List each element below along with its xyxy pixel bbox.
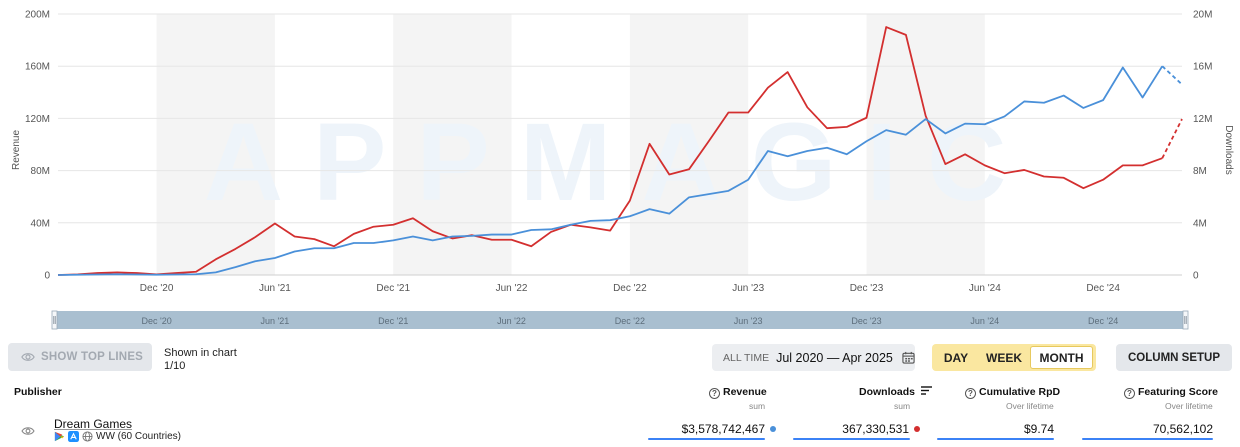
y-right-axis-title: Downloads: [1223, 125, 1234, 174]
downloads-forecast-line: [1161, 65, 1183, 86]
all-time-label[interactable]: ALL TIME: [723, 351, 770, 364]
featuring-score-bar: [1082, 438, 1213, 440]
scrollbar-tick-label: Dec '21: [378, 316, 408, 326]
granularity-day-button[interactable]: DAY: [943, 350, 969, 365]
revenue-cell: $3,578,742,467: [681, 422, 765, 436]
help-icon[interactable]: ?: [1124, 388, 1135, 399]
sort-desc-icon[interactable]: [920, 386, 932, 395]
date-range-picker[interactable]: ALL TIME Jul 2020 — Apr 2025: [712, 344, 915, 371]
y-right-tick-label: 8M: [1193, 166, 1207, 177]
revenue-line: [57, 26, 1163, 276]
y-left-tick-label: 120M: [25, 114, 50, 125]
cumulative-rpd-header[interactable]: ? Cumulative RpD: [965, 386, 1060, 399]
y-left-tick-label: 40M: [31, 218, 50, 229]
y-right-tick-label: 0: [1193, 271, 1199, 282]
y-left-axis-title: Revenue: [11, 130, 22, 170]
calendar-icon[interactable]: [902, 351, 915, 364]
y-right-tick-label: 20M: [1193, 10, 1212, 21]
y-left-tick-label: 0: [44, 271, 50, 282]
downloads-cell: 367,330,531: [842, 422, 909, 436]
featuring-score-header-label: Featuring Score: [1138, 386, 1218, 398]
scrollbar-tick-label: Jun '24: [970, 316, 999, 326]
scrollbar-tick-label: Jun '21: [261, 316, 290, 326]
shown-in-chart: Shown in chart 1/10: [164, 347, 237, 373]
scrollbar-tick-label: Dec '22: [615, 316, 645, 326]
publisher-platforms: WW (60 Countries): [54, 431, 181, 442]
revenue-forecast-line: [1161, 118, 1183, 159]
range-scrollbar[interactable]: Dec '20 Jun '21 Dec '21 Jun '22 Dec '22 Jun '…: [51, 310, 1189, 330]
y-left-tick-label: 200M: [25, 10, 50, 21]
watermark: APPMAGIC: [204, 101, 1037, 224]
period-band: [156, 14, 275, 275]
column-setup-button[interactable]: COLUMN SETUP: [1116, 344, 1232, 371]
y-right-tick-label: 12M: [1193, 114, 1212, 125]
featuring-score-header[interactable]: ? Featuring Score: [1124, 386, 1218, 399]
featuring-score-header-sub: Over lifetime: [1165, 401, 1213, 411]
revenue-header-label: Revenue: [723, 386, 767, 398]
y-right-tick-label: 16M: [1193, 62, 1212, 73]
x-tick-label: Jun '24: [969, 283, 1001, 294]
app-store-icon: [68, 431, 79, 442]
eye-icon: [21, 353, 35, 361]
shown-in-chart-value: 1/10: [164, 360, 186, 372]
revenue-downloads-chart: APPMAGIC 0 40M 80M 120M 160M 200M 0 4M 8M 12M 16M…: [11, 10, 1234, 330]
shown-in-chart-label: Shown in chart: [164, 347, 237, 359]
granularity-toggle: DAY WEEK MONTH: [932, 344, 1096, 371]
x-tick-label: Jun '22: [496, 283, 528, 294]
date-range-value: Jul 2020 — Apr 2025: [776, 350, 893, 365]
downloads-header[interactable]: Downloads: [859, 386, 932, 398]
downloads-line: [57, 65, 1164, 276]
period-band: [393, 14, 512, 275]
granularity-week-button[interactable]: WEEK: [986, 350, 1022, 365]
period-band: [866, 14, 985, 275]
show-top-lines-label: SHOW TOP LINES: [41, 351, 144, 363]
downloads-header-sub: sum: [894, 401, 911, 411]
google-play-icon: [54, 431, 65, 442]
publisher-header[interactable]: Publisher: [14, 386, 62, 398]
downloads-bar: [793, 438, 910, 440]
cumulative-rpd-header-label: Cumulative RpD: [979, 386, 1061, 398]
scrollbar-right-handle[interactable]: [1182, 310, 1189, 330]
scrollbar-tick-label: Jun '23: [734, 316, 763, 326]
revenue-header[interactable]: ? Revenue: [709, 386, 767, 399]
featuring-score-cell: 70,562,102: [1152, 422, 1213, 436]
eye-icon[interactable]: [21, 425, 35, 437]
revenue-bar: [648, 438, 765, 440]
publisher-name-link[interactable]: Dream Games: [54, 417, 133, 431]
revenue-header-sub: sum: [749, 401, 766, 411]
scrollbar-tick-label: Dec '24: [1088, 316, 1118, 326]
granularity-month-button[interactable]: MONTH: [1030, 346, 1093, 369]
x-tick-label: Dec '21: [376, 283, 410, 294]
help-icon[interactable]: ?: [709, 388, 720, 399]
downloads-header-label: Downloads: [859, 386, 916, 398]
scrollbar-tick-label: Dec '23: [851, 316, 881, 326]
help-icon[interactable]: ?: [965, 388, 976, 399]
y-left-tick-label: 80M: [31, 166, 50, 177]
show-top-lines-button[interactable]: SHOW TOP LINES: [8, 343, 152, 371]
downloads-series-dot: [914, 426, 920, 432]
x-tick-label: Jun '23: [732, 283, 764, 294]
scrollbar-track: [52, 311, 1188, 329]
cumulative-rpd-header-sub: Over lifetime: [1006, 401, 1054, 411]
region-label: WW (60 Countries): [96, 431, 182, 442]
scrollbar-tick-label: Jun '22: [497, 316, 526, 326]
y-left-tick-label: 160M: [25, 62, 50, 73]
scrollbar-left-handle[interactable]: [51, 310, 58, 330]
x-tick-label: Dec '23: [850, 283, 884, 294]
cumulative-rpd-bar: [937, 438, 1054, 440]
x-tick-label: Dec '24: [1086, 283, 1120, 294]
y-right-tick-label: 4M: [1193, 218, 1207, 229]
cumulative-rpd-cell: $9.74: [1023, 422, 1054, 436]
x-tick-label: Jun '21: [259, 283, 291, 294]
globe-icon: [82, 431, 93, 442]
revenue-series-dot: [770, 426, 776, 432]
x-tick-label: Dec '22: [613, 283, 647, 294]
scrollbar-tick-label: Dec '20: [141, 316, 171, 326]
x-tick-label: Dec '20: [140, 283, 174, 294]
